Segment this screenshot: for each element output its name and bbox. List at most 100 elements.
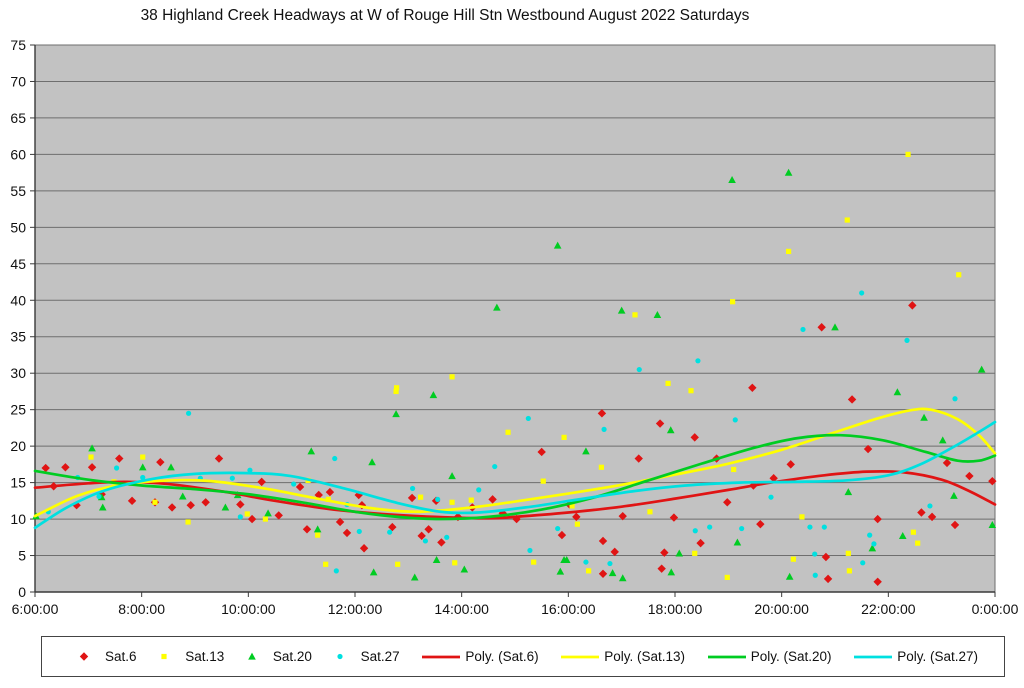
scatter-point	[863, 444, 873, 454]
scatter-point	[115, 454, 124, 463]
scatter-point	[617, 306, 626, 314]
scatter-point	[952, 396, 958, 402]
scatter-point	[88, 454, 94, 460]
scatter-point	[598, 536, 608, 546]
scatter-point	[728, 176, 736, 184]
scatter-point	[325, 487, 335, 497]
scatter-point	[950, 520, 960, 530]
scatter-point	[540, 478, 546, 484]
scatter-point	[201, 498, 210, 507]
x-tick-label: 20:00:00	[754, 601, 809, 617]
scatter-point	[562, 556, 571, 564]
scatter-point	[786, 248, 792, 255]
scatter-point	[731, 466, 737, 473]
scatter-point	[152, 499, 158, 505]
scatter-point	[237, 514, 243, 520]
y-tick-label: 20	[10, 438, 26, 454]
scatter-point	[307, 447, 316, 455]
plot-area: 0 5 10 15 20 25 30 35 40 45 50 55 60 65 70 75 6:00:00 8:0…	[10, 37, 1018, 617]
y-tick-label: 40	[10, 292, 26, 308]
scatter-point	[800, 326, 806, 333]
scatter-point	[388, 522, 397, 532]
scatter-point	[557, 530, 567, 540]
x-tick-label: 6:00:00	[12, 601, 59, 617]
scatter-point	[688, 388, 694, 394]
scatter-point	[186, 410, 192, 416]
scatter-point	[632, 312, 638, 318]
scatter-point	[417, 531, 426, 541]
scatter-point	[821, 552, 831, 562]
scatter-point	[905, 151, 911, 157]
scatter-point	[527, 547, 533, 554]
scatter-point	[917, 508, 926, 517]
scatter-point	[582, 447, 590, 455]
scatter-point	[871, 541, 877, 547]
scatter-point	[695, 358, 701, 364]
legend-label: Poly. (Sat.27)	[897, 649, 978, 664]
scatter-point	[927, 503, 933, 509]
scatter-point	[476, 487, 482, 493]
scatter-point	[87, 463, 97, 472]
legend-label: Poly. (Sat.6)	[465, 649, 539, 664]
scatter-point	[927, 512, 937, 522]
trend-line	[33, 433, 997, 521]
scatter-point	[904, 337, 910, 343]
legend-line-swatch	[854, 655, 893, 658]
scatter-point	[583, 559, 589, 565]
scatter-point	[422, 538, 428, 544]
trend-line	[33, 407, 997, 518]
y-tick-label: 60	[10, 146, 26, 162]
scatter-point	[846, 568, 852, 574]
scatter-point	[873, 514, 882, 524]
scatter-point	[262, 516, 268, 522]
scatter-point	[739, 525, 745, 532]
scatter-point	[790, 556, 796, 562]
scatter-point	[598, 464, 604, 470]
scatter-point	[733, 538, 742, 546]
scatter-point	[229, 475, 235, 481]
y-tick-label: 75	[10, 37, 26, 53]
scatter-point	[444, 534, 450, 540]
y-tick-label: 15	[10, 475, 26, 491]
scatter-point	[807, 524, 813, 530]
scatter-point	[333, 568, 339, 574]
scatter-point	[660, 548, 669, 557]
scatter-point	[332, 455, 338, 462]
scatter-point	[908, 301, 917, 310]
scatter-point	[449, 499, 455, 505]
scatter-point	[432, 556, 441, 564]
scatter-point	[257, 477, 266, 487]
legend-item: Poly. (Sat.27)	[853, 649, 978, 664]
scatter-point	[910, 529, 916, 535]
legend-item: Sat.27	[334, 649, 400, 664]
scatter-point	[395, 561, 401, 567]
scatter-point	[610, 547, 619, 557]
scatter-point	[723, 498, 732, 507]
scatter-point	[756, 519, 765, 529]
scatter-point	[247, 514, 257, 524]
scatter-point	[138, 463, 147, 471]
scatter-point	[369, 568, 378, 576]
scatter-point	[410, 485, 416, 492]
legend-marker-swatch	[79, 652, 89, 661]
scatter-point	[429, 391, 438, 399]
scatter-point	[342, 528, 352, 538]
scatter-point	[653, 310, 662, 318]
scatter-point	[492, 463, 498, 470]
legend-line-swatch	[422, 655, 461, 658]
scatter-point	[435, 496, 441, 502]
scatter-point	[186, 501, 195, 510]
x-tick-label: 18:00:00	[648, 601, 703, 617]
legend-marker-swatch	[248, 652, 256, 660]
scatter-point	[407, 493, 417, 503]
scatter-point	[264, 509, 272, 517]
scatter-point	[88, 444, 96, 452]
y-tick-label: 30	[10, 365, 26, 381]
scatter-point	[893, 388, 902, 396]
scatter-point	[690, 433, 699, 442]
scatter-point	[597, 409, 607, 418]
scatter-point	[161, 653, 167, 660]
scatter-point	[920, 413, 928, 421]
scatter-point	[608, 569, 617, 577]
scatter-point	[868, 544, 877, 552]
